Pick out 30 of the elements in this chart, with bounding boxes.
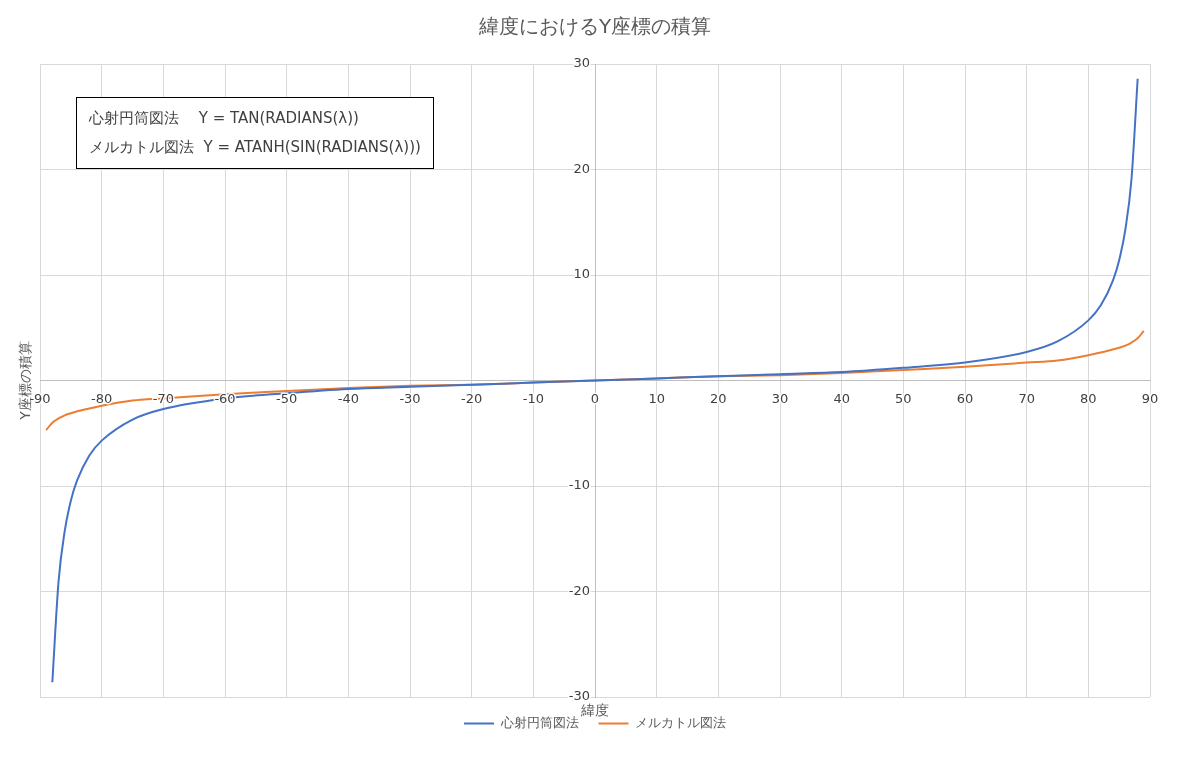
y-axis-title: Y座標の積算 [16, 341, 33, 421]
x-tick-label: 20 [710, 390, 727, 406]
chart-title: 緯度におけるY座標の積算 [477, 14, 712, 39]
x-tick-label: 80 [1080, 390, 1097, 406]
y-tick-label: -10 [568, 477, 590, 493]
annotation: 心射円筒図法 Y = TAN(RADIANS(λ)) [89, 108, 360, 129]
legend-label: 心射円筒図法 [499, 715, 579, 731]
x-tick-label: -40 [337, 390, 359, 406]
y-tick-label: 10 [573, 266, 590, 282]
x-tick-label: -30 [399, 390, 421, 406]
x-tick-label: 10 [648, 390, 665, 406]
x-axis-title: 緯度 [580, 701, 609, 718]
x-tick-label: 70 [1018, 390, 1035, 406]
y-tick-label: 30 [573, 55, 590, 71]
legend-label: メルカトル図法 [635, 715, 726, 731]
x-tick-label: 0 [590, 390, 600, 406]
x-tick-label: -20 [461, 390, 483, 406]
x-tick-label: -50 [276, 390, 298, 406]
y-tick-label: 20 [573, 160, 590, 176]
line-series [51, 77, 1139, 684]
x-tick-label: 50 [895, 390, 912, 406]
x-tick-label: 90 [1141, 390, 1159, 406]
annotation: メルカトル図法 Y = ATANH(SIN(RADIANS(λ))) [89, 137, 421, 158]
x-tick-label: 60 [956, 390, 974, 406]
y-tick-label: -20 [568, 582, 590, 598]
x-tick-label: -80 [91, 390, 113, 406]
x-tick-label: 40 [833, 390, 850, 406]
x-tick-label: -10 [522, 390, 544, 406]
x-tick-label: 30 [771, 390, 789, 406]
y-tick-label: -30 [568, 688, 590, 704]
